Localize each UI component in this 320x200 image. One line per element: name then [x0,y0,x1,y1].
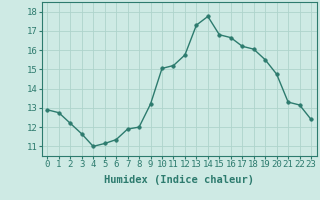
X-axis label: Humidex (Indice chaleur): Humidex (Indice chaleur) [104,175,254,185]
